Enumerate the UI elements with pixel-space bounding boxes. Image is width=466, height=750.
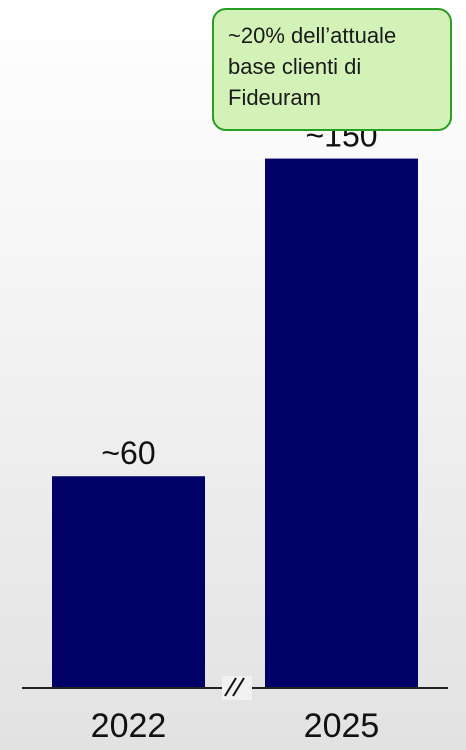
category-label-2022: 2022 — [91, 707, 167, 745]
value-label-2022: ~60 — [101, 435, 155, 471]
callout-annotation: ~20% dell’attuale base clienti di Fideur… — [212, 8, 452, 131]
category-label-2025: 2025 — [304, 707, 380, 745]
bar-2022 — [52, 476, 205, 688]
axis-break-icon — [222, 676, 252, 700]
category-labels-layer: 2022 2025 — [91, 707, 380, 745]
bars-layer — [52, 158, 418, 688]
bar-2025 — [265, 158, 418, 688]
